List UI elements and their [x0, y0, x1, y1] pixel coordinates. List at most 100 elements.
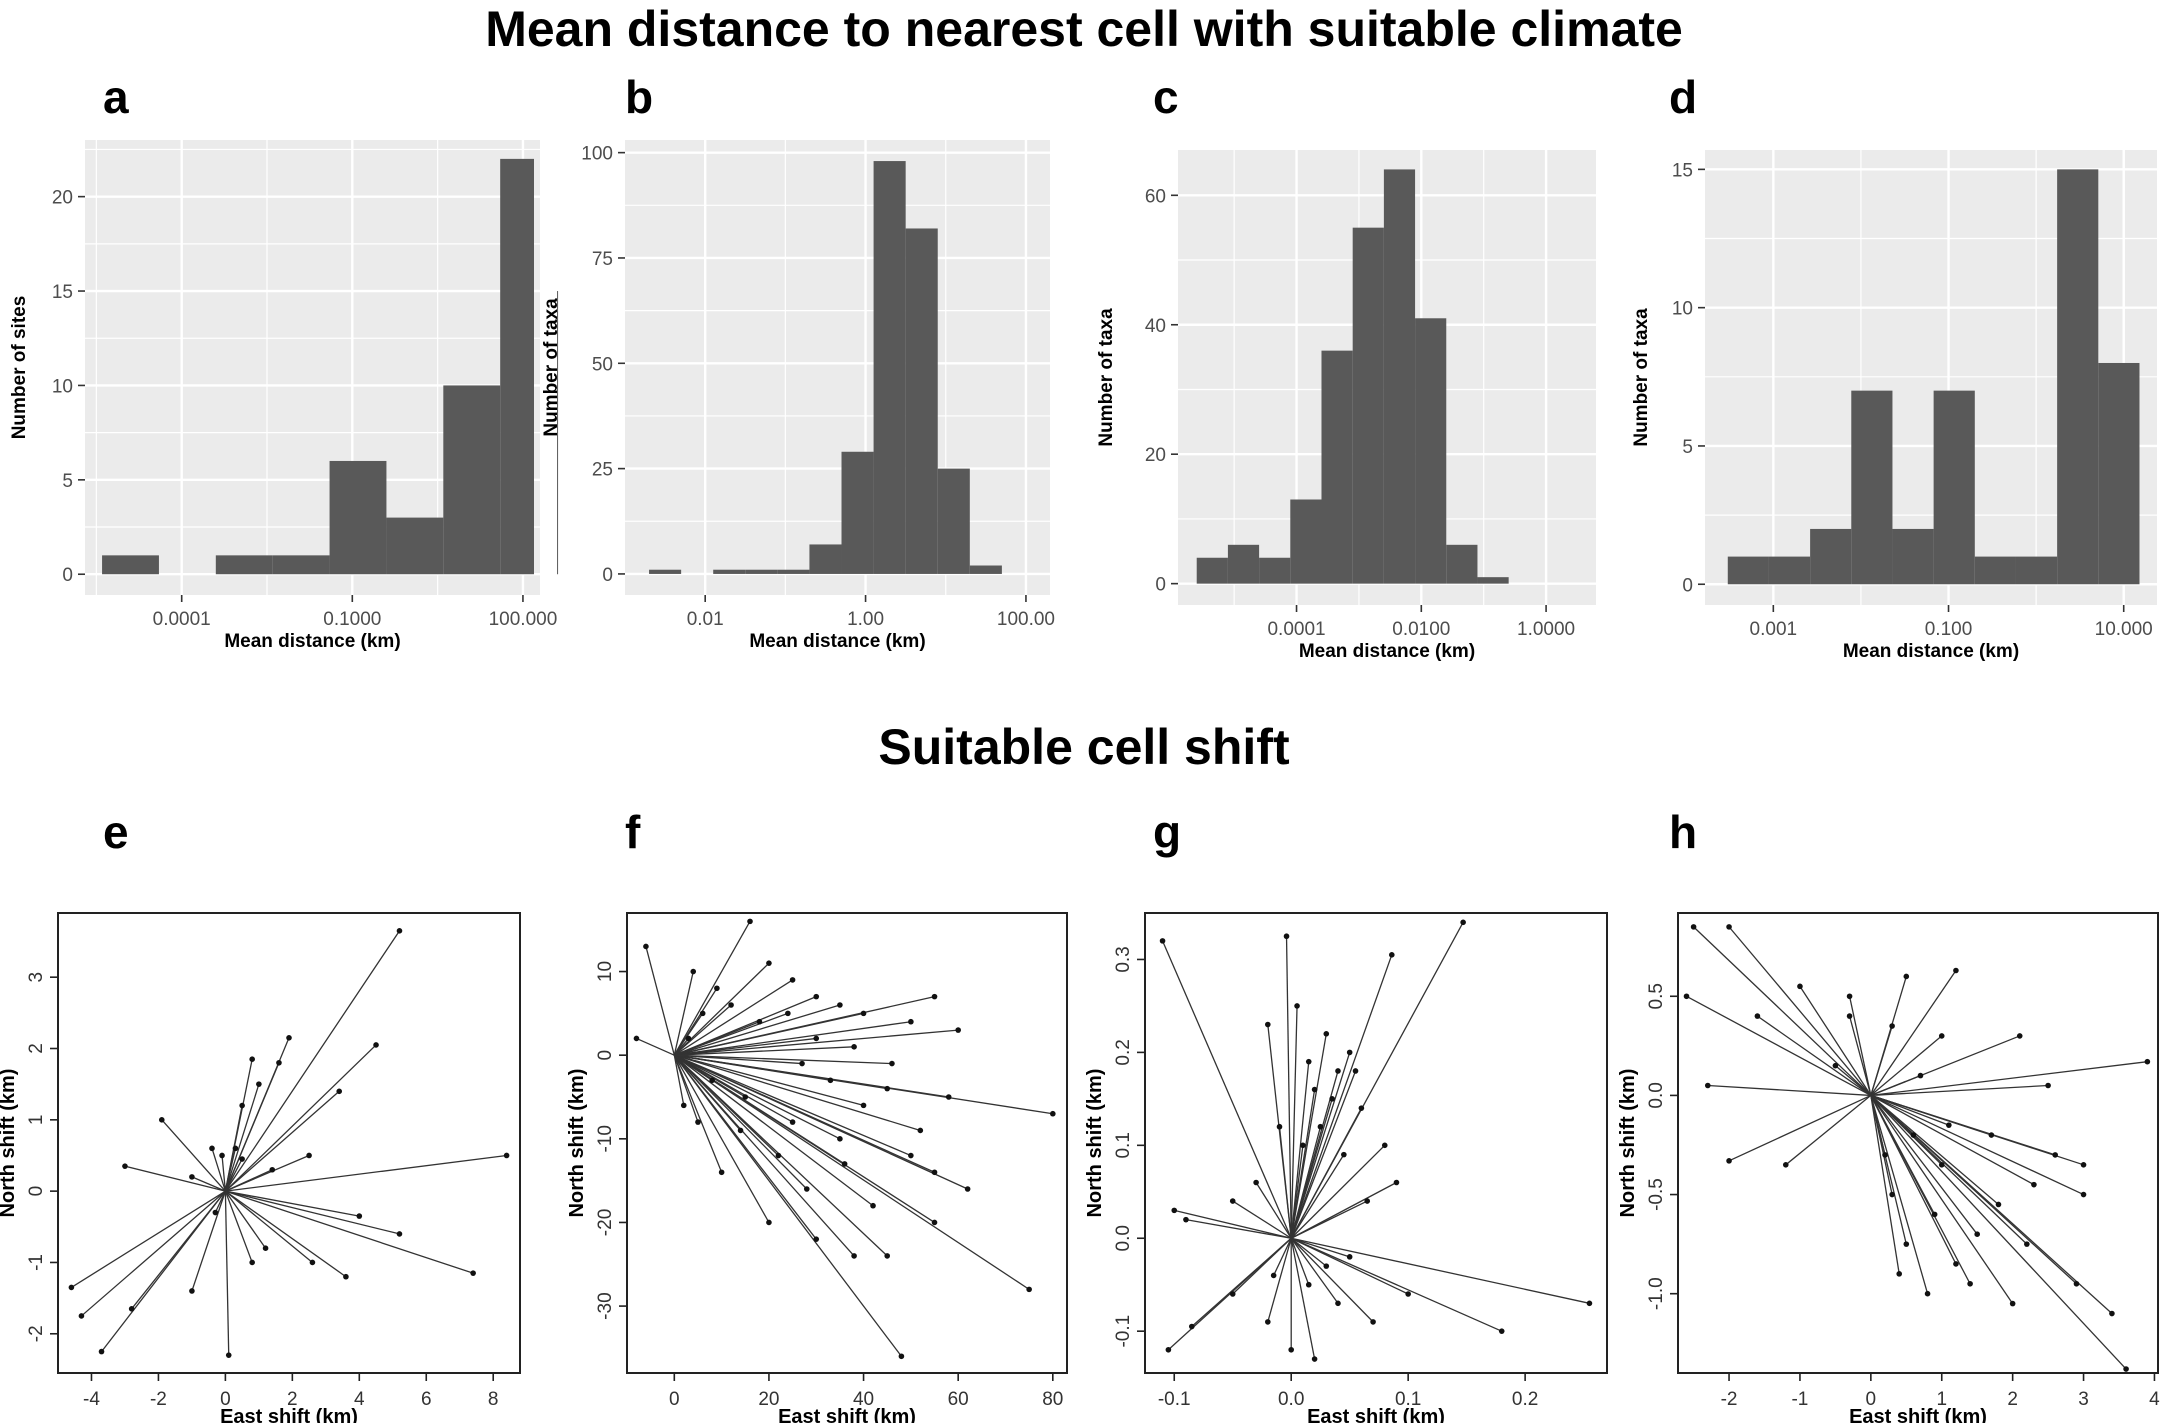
shift-point	[256, 1081, 262, 1087]
shift-point	[737, 1127, 744, 1134]
y-tick-label: 50	[592, 354, 613, 375]
y-tick-label: -1	[26, 1254, 47, 1271]
shift-point	[269, 1166, 276, 1173]
shift-vector	[1167, 1237, 1292, 1351]
y-axis-label: North shift (km)	[566, 1069, 588, 1218]
histogram-bar	[443, 385, 501, 575]
shift-vector	[225, 1190, 360, 1217]
shift-plot-f: 0 20 40 60 80 -30 -20 -10 0 10 East shift (km) Nort…	[566, 912, 1068, 1423]
shift-point	[1405, 1291, 1411, 1297]
shift-vector	[1728, 1094, 1872, 1162]
y-tick-label: 0	[1682, 575, 1693, 596]
shift-vector	[1870, 1084, 2049, 1097]
shift-vector	[224, 1191, 230, 1356]
shift-point	[1704, 1082, 1711, 1089]
y-tick-label: 0	[602, 565, 613, 586]
shift-vector	[224, 1090, 340, 1192]
y-tick-label: 20	[52, 188, 73, 209]
shift-plot-h: -2 -1 0 1 2 3 4 -1.0 -0.5 0.0 0.5 East shift (km) No…	[1617, 912, 2160, 1423]
x-tick-label: 1.00	[847, 609, 884, 630]
shift-vector	[1870, 1095, 1929, 1294]
shift-vector	[224, 1158, 243, 1192]
shift-point	[1498, 1328, 1505, 1334]
y-tick-label: 0	[62, 565, 73, 586]
histogram-bar	[1974, 556, 2016, 585]
y-tick-label: -10	[595, 1125, 616, 1152]
shift-vector	[1848, 1015, 1872, 1096]
x-tick-label: 3	[2078, 1389, 2089, 1410]
shift-vector	[1848, 996, 1872, 1096]
shift-vector	[1870, 1094, 1992, 1136]
shift-point	[2073, 1280, 2080, 1287]
shift-vector	[674, 1037, 817, 1056]
x-tick-label: 0.1	[1395, 1389, 1421, 1410]
shift-point	[908, 1018, 914, 1025]
shift-point	[789, 977, 796, 983]
shift-point	[68, 1284, 75, 1291]
shift-point	[931, 1169, 938, 1176]
x-axis-label: East shift (km)	[1307, 1406, 1445, 1423]
x-axis-label: Mean distance (km)	[749, 631, 925, 652]
histogram-bar	[1321, 350, 1353, 584]
shift-point	[1283, 933, 1290, 940]
shift-point	[1188, 1323, 1195, 1330]
shift-vector	[1693, 926, 1872, 1096]
shift-vector	[1870, 1095, 1936, 1215]
shift-point	[2024, 1241, 2030, 1247]
shift-vector	[1870, 1094, 2084, 1196]
shift-point	[964, 1186, 971, 1192]
shift-vector	[674, 1054, 935, 1173]
shift-point	[690, 968, 697, 975]
y-axis-label: North shift (km)	[0, 1069, 19, 1218]
y-axis-label: Number of sites	[9, 296, 30, 440]
plot-frame	[626, 912, 1068, 1374]
histogram-bar	[873, 161, 906, 574]
y-tick-label: 40	[1145, 316, 1166, 337]
y-tick-label: -0.1	[1113, 1315, 1134, 1348]
shift-vector	[1267, 1238, 1292, 1323]
shift-point	[785, 1010, 791, 1017]
shift-point	[1300, 1142, 1306, 1149]
shift-point	[1910, 1132, 1917, 1138]
shift-vector	[1870, 1094, 1950, 1126]
shift-vector	[1870, 1035, 1943, 1096]
shift-point	[1253, 1179, 1259, 1186]
shift-vector	[1278, 1126, 1292, 1239]
y-tick-label: -2	[26, 1325, 47, 1342]
x-tick-label: -1	[1791, 1389, 1808, 1410]
y-axis-label: Number of taxa	[541, 298, 562, 437]
shift-point	[1953, 967, 1959, 974]
shift-vector	[225, 1154, 507, 1192]
y-tick-label: 10	[52, 376, 73, 397]
shift-point	[2080, 1191, 2087, 1198]
shift-point	[1754, 1013, 1761, 1019]
shift-vector	[674, 1054, 864, 1106]
shift-vector	[1174, 1209, 1292, 1239]
x-tick-label: 8	[488, 1389, 499, 1410]
shift-point	[841, 1161, 848, 1167]
shift-vector	[636, 1037, 675, 1056]
shift-vector	[1870, 1095, 2014, 1304]
shift-vector	[1291, 1237, 1350, 1258]
shift-vector	[225, 1190, 347, 1278]
histogram-bar	[1768, 556, 1811, 585]
shift-point	[1846, 993, 1853, 1000]
shift-vector	[674, 1054, 912, 1157]
histogram-bar	[713, 569, 746, 574]
shift-vector	[1799, 986, 1872, 1096]
histogram-bar	[1415, 318, 1447, 584]
histogram-bar	[1933, 390, 1975, 585]
shift-vector	[674, 1004, 841, 1056]
shift-vector	[674, 1054, 841, 1140]
histogram-bar	[649, 569, 682, 574]
shift-point	[1726, 1158, 1732, 1164]
y-tick-label: 100	[581, 144, 613, 165]
shift-point	[1159, 938, 1166, 944]
shift-point	[1967, 1280, 1973, 1287]
shift-vector	[673, 1055, 685, 1106]
shift-point	[1329, 1096, 1335, 1102]
x-tick-label: 0	[1866, 1389, 1877, 1410]
shift-vector	[1290, 1089, 1316, 1239]
shift-point	[1050, 1110, 1056, 1117]
x-tick-label: 0.0100	[1392, 619, 1450, 640]
